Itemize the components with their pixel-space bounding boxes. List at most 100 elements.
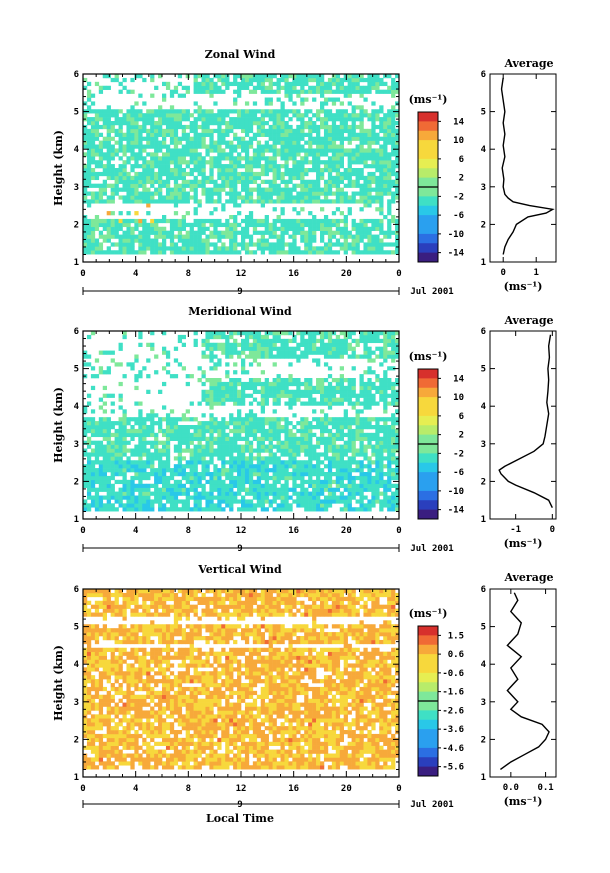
heat-cell [323, 385, 329, 391]
heat-cell [138, 246, 143, 251]
heat-cell [237, 428, 242, 434]
heat-cell [193, 136, 198, 141]
heat-cell [272, 393, 277, 398]
heat-cell [288, 128, 293, 134]
heat-cell [276, 77, 281, 83]
heat-cell [391, 421, 396, 426]
heat-cell [363, 230, 368, 235]
heat-cell [126, 187, 131, 192]
heat-cell [355, 475, 360, 481]
heat-cell [130, 121, 135, 126]
heat-cell [359, 452, 364, 457]
heat-cell [371, 222, 376, 228]
heat-cell [383, 491, 388, 496]
heat-cell [142, 491, 147, 496]
heat-cell [256, 499, 262, 504]
heat-cell [177, 81, 183, 87]
heat-cell [94, 222, 100, 228]
heat-cell [355, 148, 360, 153]
heat-cell [185, 124, 190, 130]
heat-cell [209, 121, 214, 126]
heat-cell [106, 132, 111, 137]
heat-cell [316, 164, 321, 169]
heat-cell [312, 401, 317, 406]
heat-cell [288, 195, 293, 200]
heat-cell [256, 109, 262, 114]
heat-cell [189, 374, 194, 379]
heat-cell [256, 354, 262, 359]
heat-cell [347, 77, 352, 83]
heat-cell [256, 242, 262, 247]
heat-cell [197, 160, 202, 165]
heat-cell [395, 230, 400, 235]
heat-cell [375, 452, 380, 457]
heat-cell [296, 148, 301, 153]
heat-cell [391, 381, 396, 387]
heat-cell [347, 460, 352, 465]
heat-cell [83, 128, 88, 134]
heat-cell [154, 234, 159, 239]
heat-cell [177, 507, 183, 512]
heat-cell [288, 144, 293, 149]
heat-cell [241, 124, 246, 130]
heat-cell [395, 448, 400, 453]
heat-cell [209, 109, 214, 114]
heat-cell [312, 77, 317, 83]
heat-cell [383, 117, 388, 122]
heat-cell [130, 366, 135, 371]
heat-cell [391, 132, 396, 137]
heat-cell [363, 148, 368, 153]
heat-cell [248, 234, 254, 239]
heat-cell [335, 148, 341, 153]
heat-cell [185, 448, 190, 453]
heat-cell [304, 448, 309, 453]
heat-cell [260, 472, 265, 477]
heat-cell [252, 389, 258, 394]
heat-cell [320, 187, 325, 192]
heat-cell [276, 397, 281, 402]
heat-cell [395, 460, 400, 465]
heat-cell [233, 425, 238, 430]
heat-cell [102, 121, 107, 126]
heat-cell [320, 452, 325, 457]
heat-cell [229, 428, 234, 434]
heat-cell [316, 468, 321, 473]
heat-cell [114, 121, 119, 126]
heat-cell [83, 164, 88, 169]
heat-cell [335, 168, 341, 173]
heat-cell [256, 503, 262, 508]
heat-cell [229, 234, 234, 239]
heat-cell [383, 121, 388, 126]
heat-cell [339, 187, 344, 192]
heat-cell [98, 250, 104, 255]
heat-cell [154, 160, 159, 165]
heat-cell [221, 148, 226, 153]
heat-cell [280, 199, 285, 204]
heat-cell [233, 144, 238, 149]
heat-cell [110, 148, 115, 153]
heat-cell [241, 117, 246, 122]
heat-cell [355, 425, 360, 430]
heat-cell [217, 346, 222, 351]
heat-cell [371, 128, 376, 134]
heat-cell [300, 101, 305, 106]
heat-cell [83, 222, 88, 228]
heat-cell [150, 183, 155, 188]
heat-cell [241, 444, 246, 449]
heat-cell [244, 456, 250, 461]
heat-cell [90, 409, 96, 414]
heat-cell [138, 199, 143, 204]
heat-cell [395, 436, 400, 441]
heat-cell [197, 230, 202, 235]
heat-cell [359, 487, 364, 492]
heat-cell [158, 128, 163, 134]
heat-cell [90, 191, 96, 196]
heat-cell [165, 183, 171, 188]
heat-cell [241, 425, 246, 430]
heat-cell [165, 448, 171, 453]
heat-cell [272, 499, 277, 504]
heat-cell [379, 168, 384, 173]
heat-cell [327, 432, 333, 438]
heat-cell [233, 246, 238, 251]
heat-cell [173, 171, 179, 177]
